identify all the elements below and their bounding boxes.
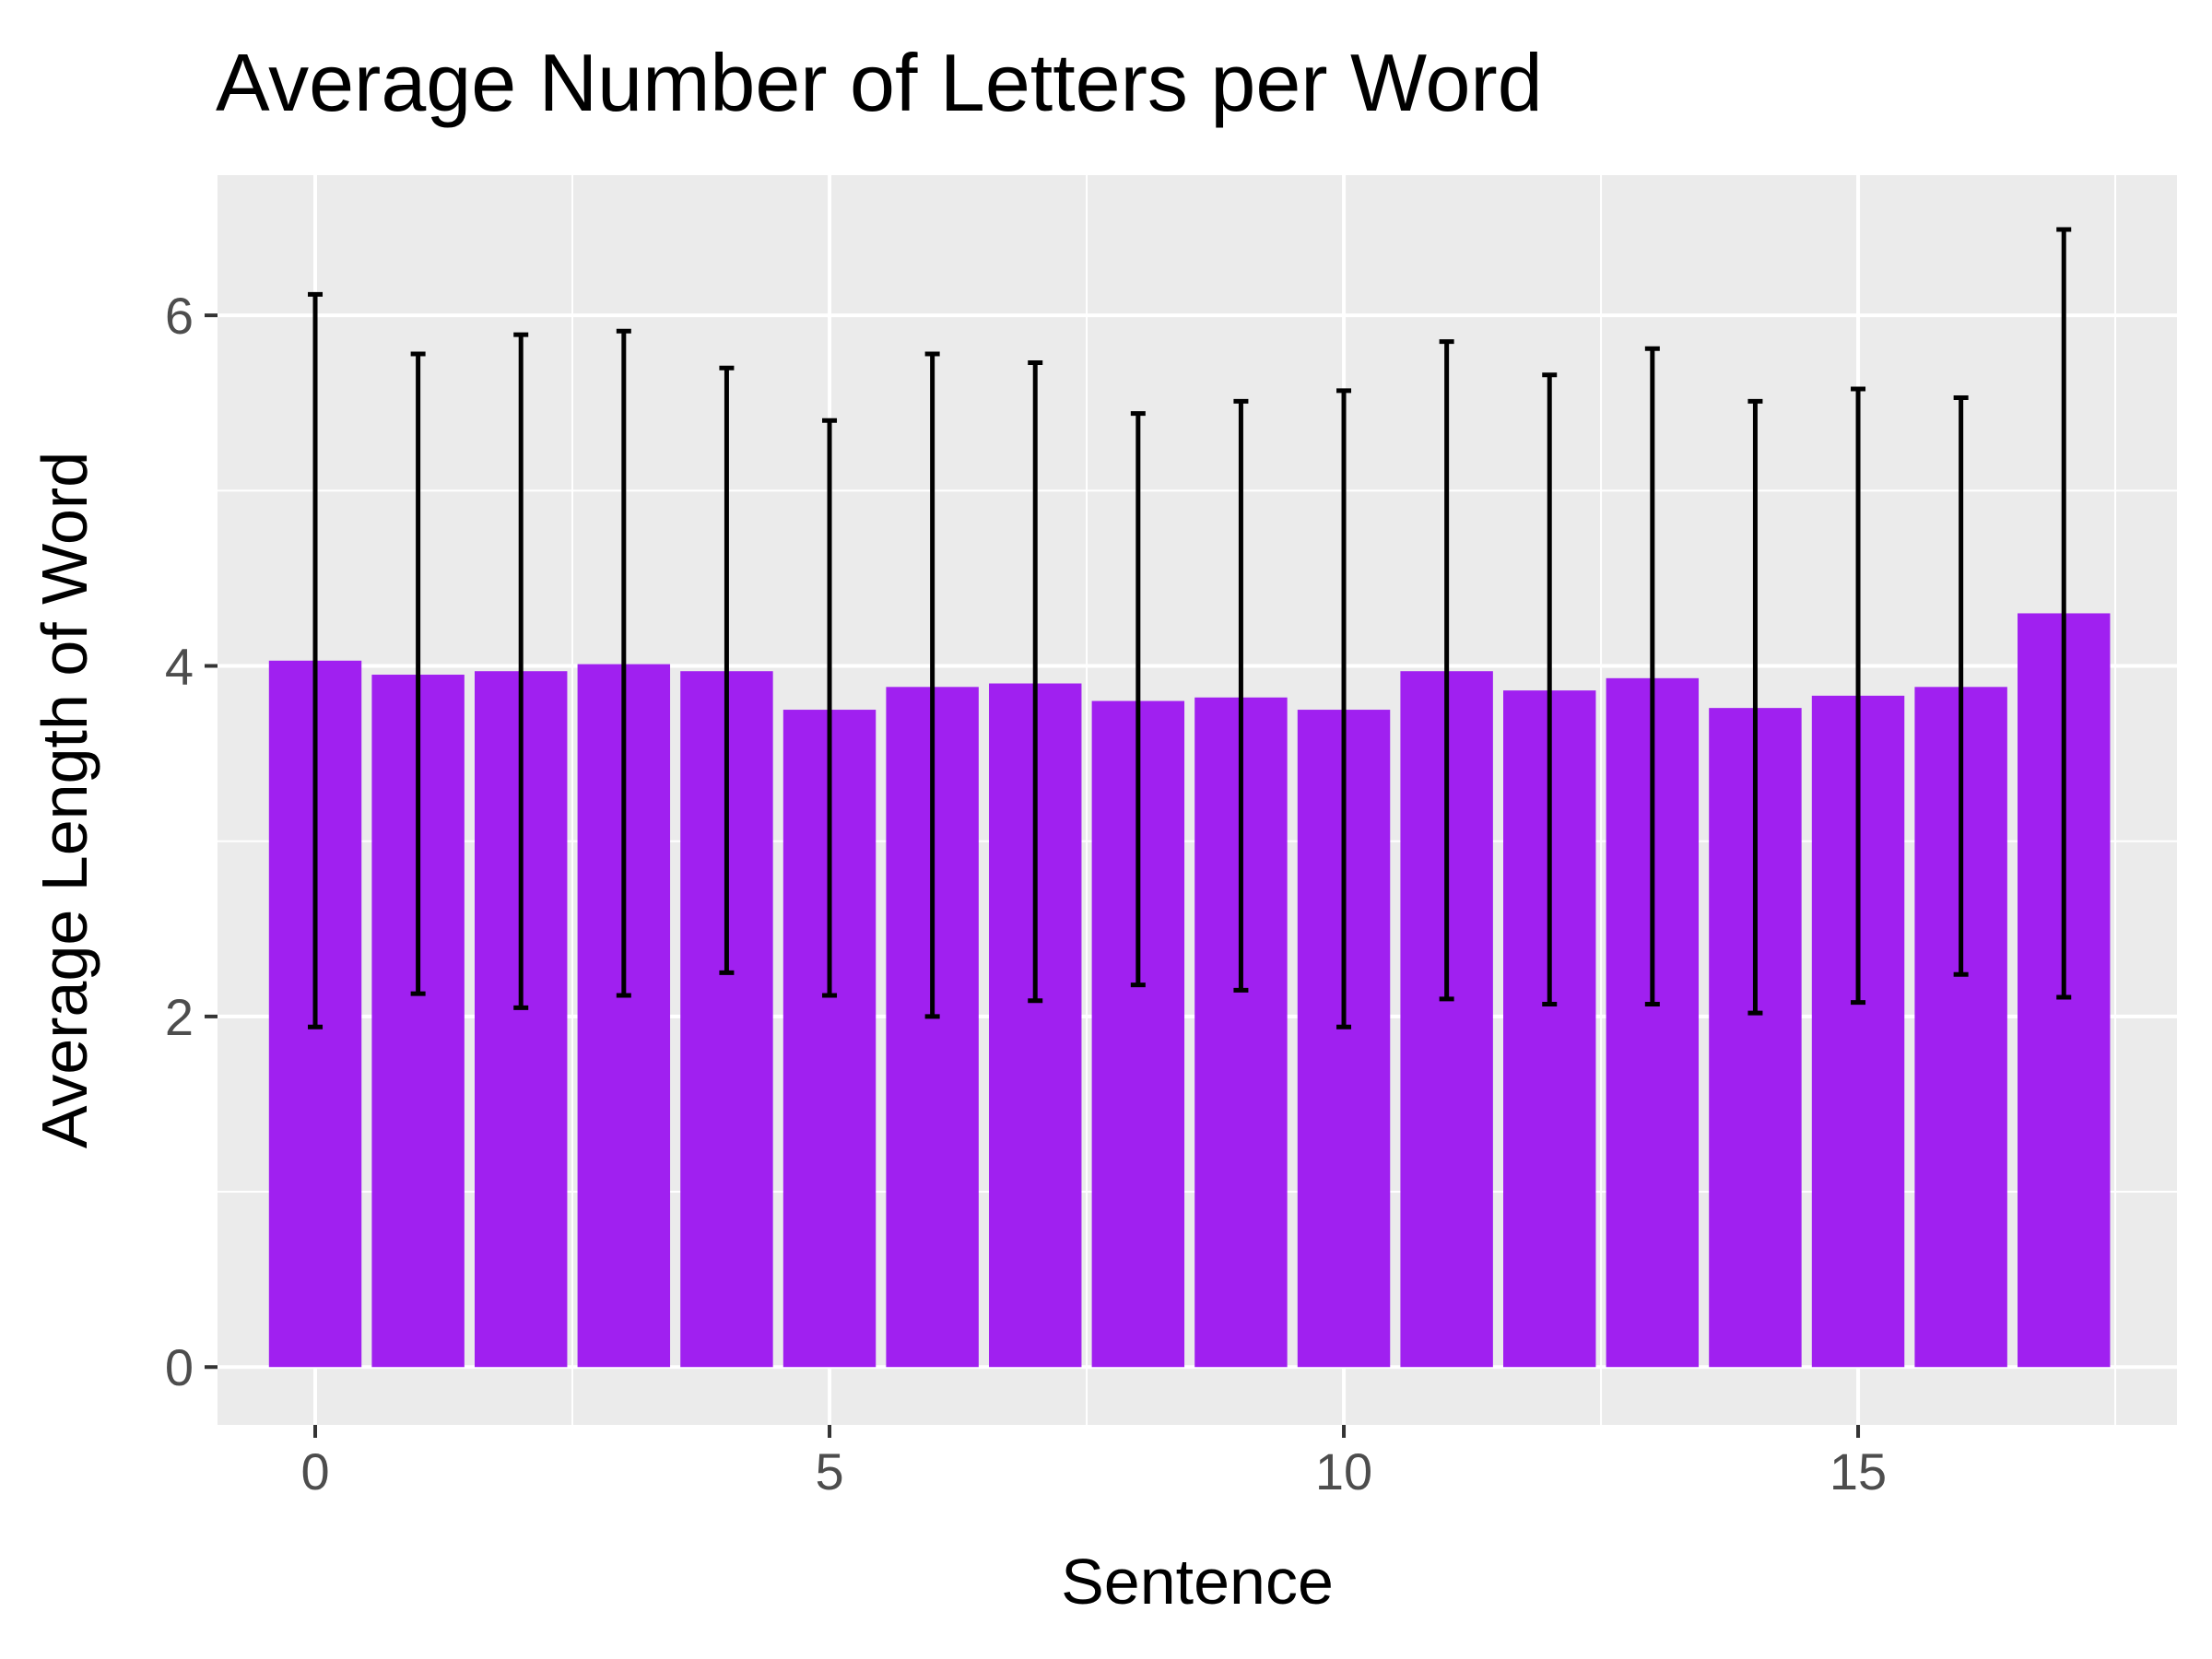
y-axis-title: Average Length of Word [29, 452, 100, 1148]
error-bar [924, 351, 940, 1019]
x-axis: 0 5 10 15 [300, 1425, 1887, 1500]
error-bar [1953, 395, 1969, 977]
error-bar [1336, 388, 1352, 1030]
error-bar [1747, 398, 1763, 1016]
error-bar [719, 365, 735, 975]
chart-title: Average Number of Letters per Word [216, 37, 1543, 128]
error-bar [1028, 359, 1043, 1004]
error-bar [410, 351, 426, 996]
y-tick-label: 6 [165, 287, 194, 345]
error-bar [1439, 339, 1454, 1002]
y-axis: 0 2 4 6 [165, 287, 218, 1396]
x-tick-label: 15 [1830, 1442, 1887, 1500]
x-tick-label: 10 [1315, 1442, 1372, 1500]
x-tick-label: 0 [300, 1442, 329, 1500]
x-tick-label: 5 [815, 1442, 843, 1500]
y-tick-label: 2 [165, 988, 194, 1046]
y-tick-label: 4 [165, 638, 194, 696]
error-bar [1851, 386, 1866, 1006]
error-bar [1542, 372, 1558, 1007]
error-bars [308, 227, 2072, 1030]
error-bar [1130, 411, 1146, 988]
y-tick-label: 0 [165, 1338, 194, 1396]
error-bar [308, 291, 324, 1030]
error-bar [2056, 227, 2072, 1000]
error-bar [822, 418, 838, 998]
error-bar [1233, 398, 1249, 993]
error-bar [1644, 346, 1660, 1007]
x-axis-title: Sentence [1061, 1546, 1334, 1618]
error-bar [616, 328, 631, 998]
error-bar [513, 332, 529, 1010]
